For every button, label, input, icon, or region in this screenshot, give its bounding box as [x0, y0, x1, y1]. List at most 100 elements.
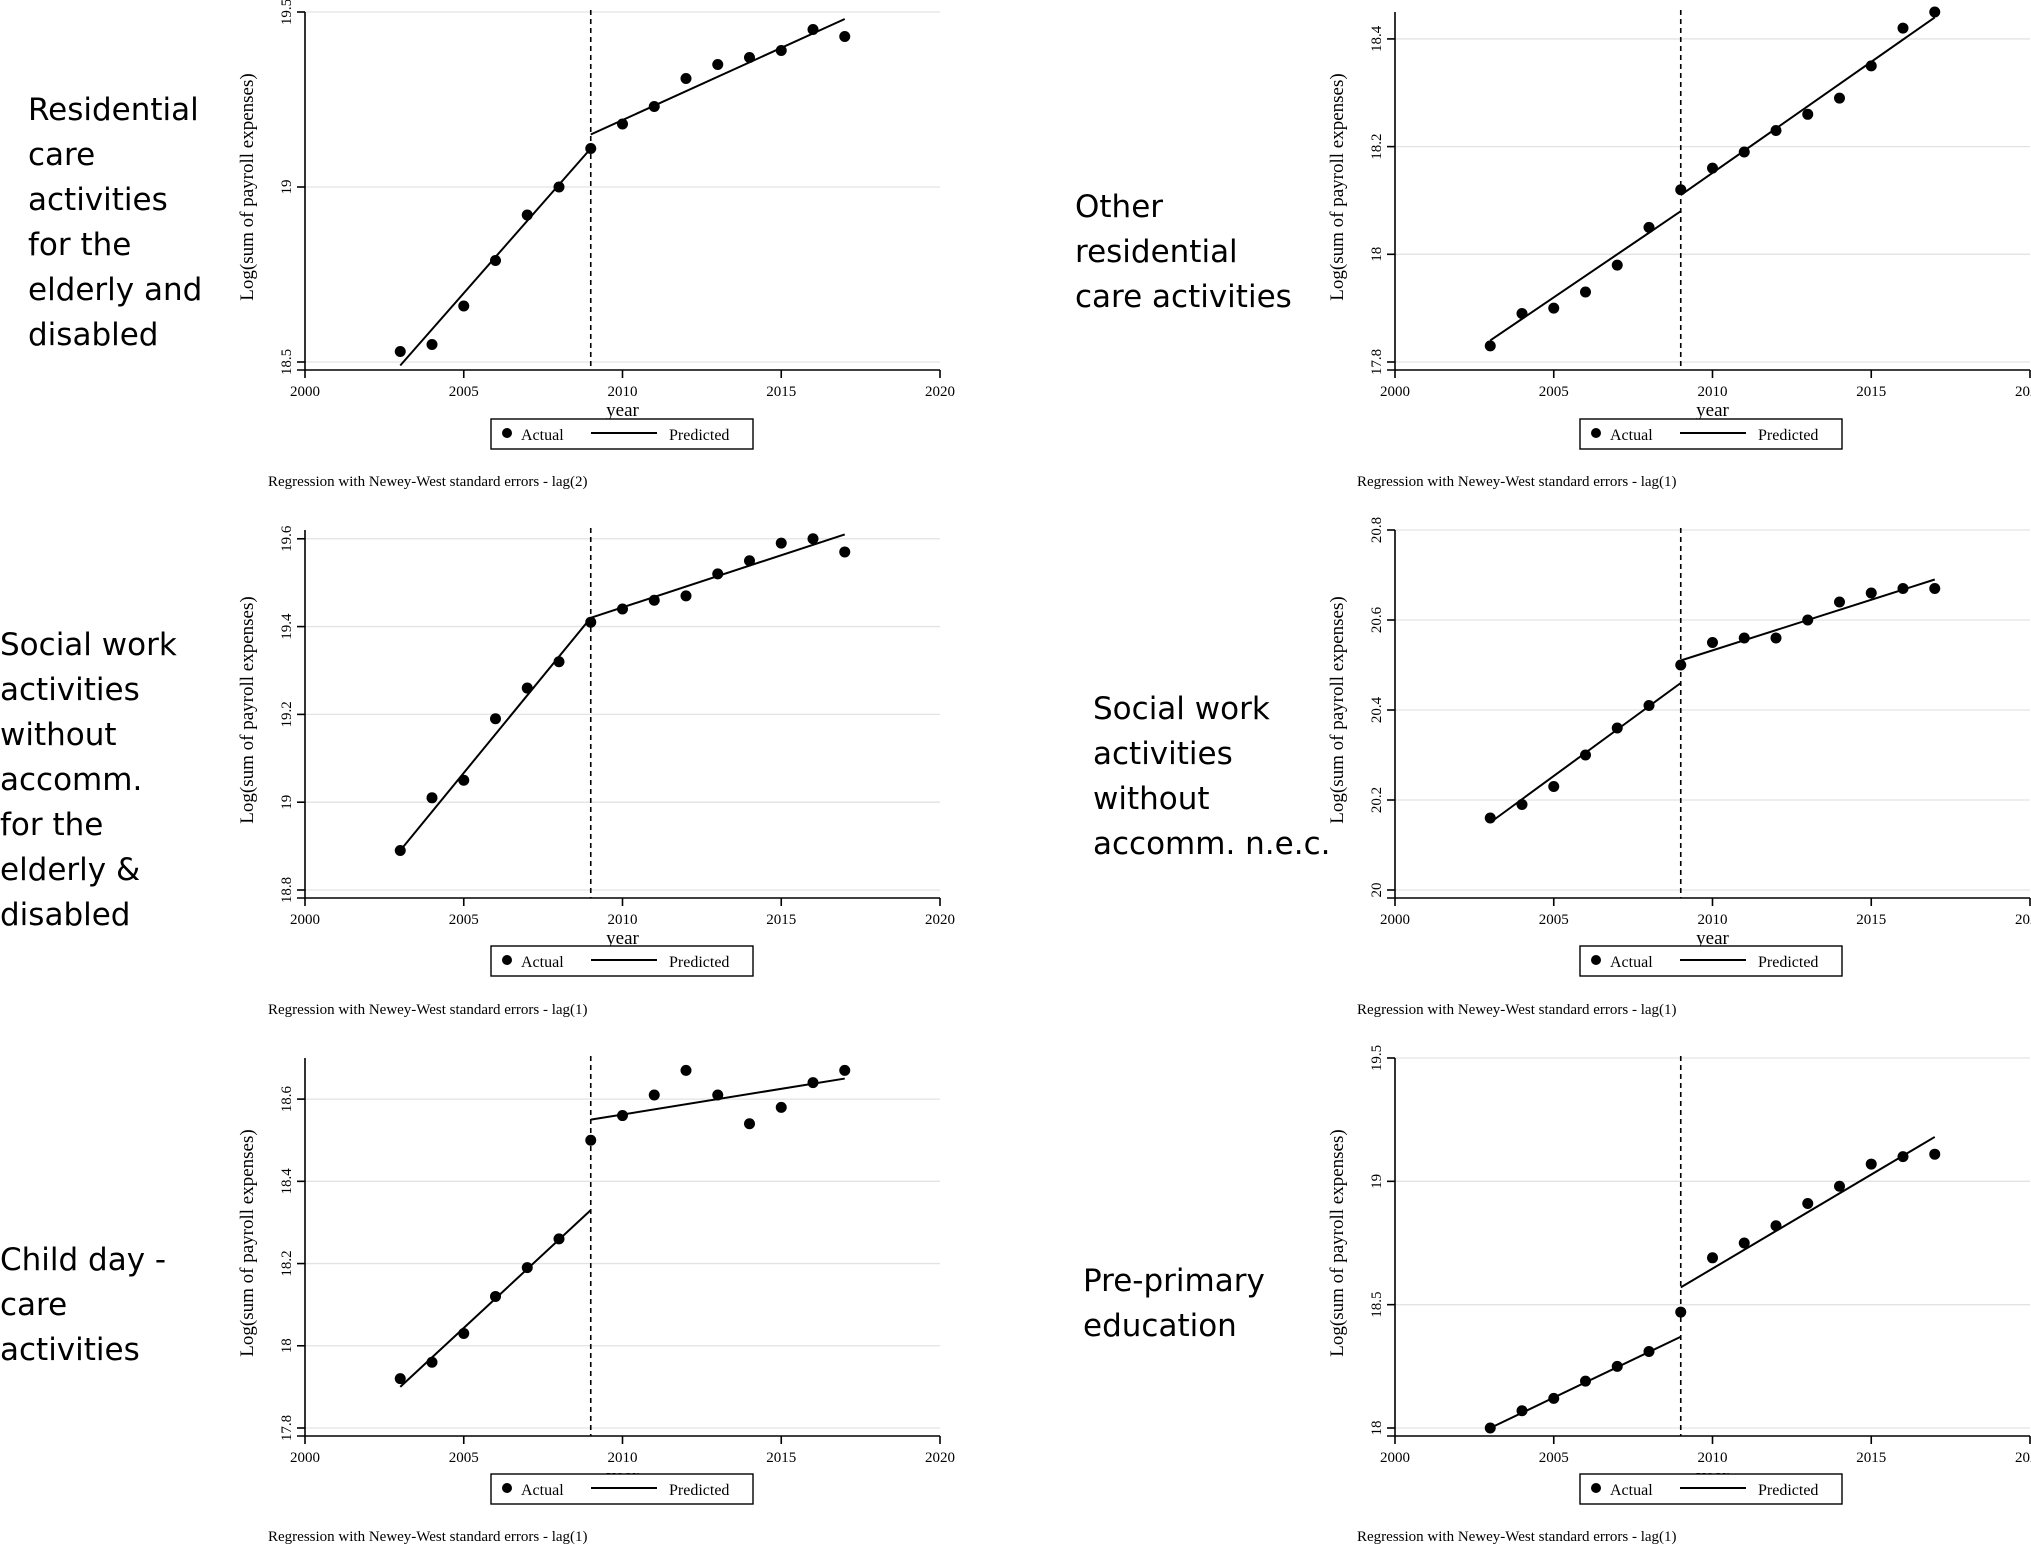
legend-predicted-label-5: Predicted: [669, 1482, 729, 1499]
y-tick-label-3-2: 19.2: [279, 701, 295, 727]
regression-note-3: Regression with Newey-West standard erro…: [268, 1002, 588, 1018]
actual-point-1-2003: [394, 346, 406, 357]
legend-actual-label-2: Actual: [1610, 427, 1653, 444]
legend-actual-label-4: Actual: [1610, 954, 1653, 971]
regression-note-1: Regression with Newey-West standard erro…: [268, 474, 588, 490]
x-axis-title-4: year: [1696, 928, 1729, 949]
actual-point-2-2010: [1707, 162, 1718, 174]
x-tick-label-2-2: 2010: [1698, 384, 1728, 400]
actual-point-3-2006: [490, 713, 501, 725]
y-tick-label-5-1: 18: [279, 1338, 295, 1353]
actual-point-2-2008: [1643, 221, 1655, 233]
legend-predicted-label-6: Predicted: [1758, 1482, 1818, 1499]
x-tick-label-5-3: 2015: [766, 1450, 796, 1466]
x-tick-label-4-4: 2020: [2015, 912, 2031, 928]
actual-point-4-2016: [1897, 583, 1909, 594]
legend-actual-label-3: Actual: [521, 954, 564, 971]
x-tick-label-1-0: 2000: [290, 384, 320, 400]
x-tick-label-4-2: 2010: [1698, 912, 1728, 928]
actual-point-5-2006: [490, 1290, 501, 1302]
y-axis-title-4: Log(sum of payroll expenses): [1327, 596, 1348, 823]
y-tick-label-3-0: 18.8: [279, 877, 295, 903]
actual-point-6-2006: [1580, 1375, 1591, 1387]
panel-title-5: Child day - care activities: [0, 1242, 167, 1368]
x-axis-title-1: year: [606, 400, 639, 421]
x-tick-label-4-1: 2005: [1539, 912, 1569, 928]
actual-point-1-2016: [807, 24, 819, 35]
actual-point-5-2005: [458, 1327, 470, 1339]
actual-point-6-2015: [1865, 1158, 1877, 1170]
y-tick-label-3-1: 19: [279, 795, 295, 810]
panel-5: 17.81818.218.418.620002005201020152020ye…: [237, 1056, 955, 1545]
actual-point-6-2014: [1834, 1180, 1845, 1192]
y-tick-label-1-1: 19: [279, 180, 295, 195]
y-axis-title-6: Log(sum of payroll expenses): [1327, 1129, 1348, 1356]
actual-point-2-2003: [1484, 340, 1496, 352]
y-tick-label-2-0: 17.8: [1369, 349, 1385, 375]
actual-point-2-2016: [1897, 22, 1909, 34]
actual-point-4-2013: [1802, 614, 1814, 626]
x-tick-label-6-2: 2010: [1698, 1450, 1728, 1466]
actual-point-6-2005: [1548, 1392, 1560, 1404]
panel-4: 20 20.2 20.4 20.6 20.8 2000 2005 2010 2015 2020 ye…: [1327, 517, 2031, 1018]
y-tick-label-5-3: 18.4: [279, 1168, 295, 1195]
y-tick-label-4-0: 20: [1369, 883, 1385, 898]
actual-point-3-2014: [744, 555, 755, 567]
regression-note-6: Regression with Newey-West standard erro…: [1357, 1529, 1677, 1545]
actual-point-6-2007: [1611, 1360, 1623, 1372]
x-tick-label-1-3: 2015: [766, 384, 796, 400]
actual-point-1-2010: [617, 118, 628, 130]
actual-point-4-2015: [1865, 587, 1877, 599]
actual-point-4-2014: [1834, 596, 1845, 608]
actual-point-5-2003: [394, 1373, 406, 1385]
actual-point-5-2015: [775, 1101, 787, 1113]
actual-point-2-2014: [1834, 92, 1845, 104]
actual-point-4-2004: [1516, 799, 1528, 810]
actual-point-5-2014: [744, 1118, 755, 1130]
y-tick-label-3-4: 19.6: [279, 525, 295, 552]
y-tick-label-5-4: 18.6: [279, 1085, 295, 1112]
actual-point-5-2012: [680, 1064, 692, 1076]
actual-point-4-2008: [1643, 700, 1655, 711]
actual-point-2-2017: [1929, 6, 1941, 18]
y-tick-label-2-2: 18.2: [1369, 133, 1385, 159]
actual-point-2-2006: [1580, 286, 1591, 298]
actual-point-4-2017: [1929, 583, 1941, 594]
actual-point-6-2016: [1897, 1151, 1909, 1163]
x-tick-label-5-1: 2005: [449, 1450, 479, 1466]
actual-point-2-2012: [1770, 124, 1782, 136]
y-tick-label-4-4: 20.8: [1369, 517, 1385, 543]
x-tick-label-5-4: 2020: [925, 1450, 955, 1466]
legend-actual-marker-4: [1591, 955, 1601, 965]
legend-predicted-label-4: Predicted: [1758, 954, 1818, 971]
actual-point-2-2009: [1675, 184, 1687, 196]
legend-actual-marker-5: [502, 1483, 512, 1493]
legend-box-1: [490, 418, 754, 450]
y-tick-label-4-3: 20.6: [1369, 606, 1385, 633]
legend-actual-marker-1: [502, 428, 512, 438]
y-tick-label-1-0: 18.5: [279, 349, 295, 375]
actual-point-1-2011: [648, 101, 660, 112]
regression-note-4: Regression with Newey-West standard erro…: [1357, 1002, 1677, 1018]
actual-point-1-2004: [426, 339, 438, 350]
actual-point-5-2004: [426, 1356, 438, 1368]
actual-point-3-2017: [839, 546, 851, 558]
actual-point-4-2003: [1484, 812, 1496, 824]
actual-point-2-2011: [1738, 146, 1750, 158]
actual-point-3-2012: [680, 590, 692, 602]
actual-point-1-2007: [521, 209, 533, 221]
actual-point-3-2015: [775, 537, 787, 549]
actual-point-1-2008: [553, 181, 565, 193]
panel-title-3: Social work activities without accomm. f…: [0, 627, 177, 933]
legend-actual-marker-3: [502, 955, 512, 965]
panel-title-2: Other residential care activities: [1075, 189, 1292, 315]
x-tick-label-1-1: 2005: [449, 384, 479, 400]
y-axis-title-3: Log(sum of payroll expenses): [237, 596, 258, 823]
actual-point-5-2007: [521, 1262, 533, 1274]
x-tick-label-3-4: 2020: [925, 912, 955, 928]
x-tick-label-2-0: 2000: [1380, 384, 1410, 400]
actual-point-1-2009: [585, 143, 597, 154]
predicted-line-6-2: [1680, 1136, 1936, 1289]
x-tick-label-3-1: 2005: [449, 912, 479, 928]
